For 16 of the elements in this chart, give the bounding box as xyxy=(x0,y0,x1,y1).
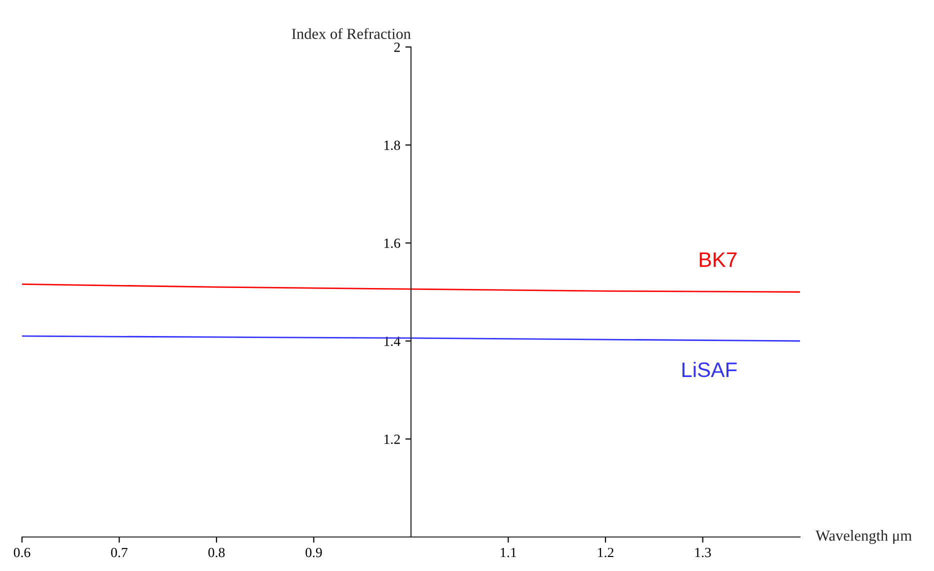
x-axis-title: Wavelength μm xyxy=(816,530,912,544)
x-tick-label: 0.8 xyxy=(208,548,225,558)
x-tick-label: 0.9 xyxy=(306,548,322,558)
series-label: LiSAF xyxy=(682,362,737,378)
x-tick-label: 1.3 xyxy=(695,548,711,558)
series-label: BK7 xyxy=(700,252,736,267)
y-tick-label: 2 xyxy=(394,42,400,52)
x-tick-label: 1.1 xyxy=(500,548,516,558)
x-tick-label: 0.6 xyxy=(14,548,30,558)
y-tick-label: 1.2 xyxy=(384,434,400,444)
line-series xyxy=(22,283,800,293)
x-tick-label: 1.2 xyxy=(598,548,614,558)
y-axis-title: Index of Refraction xyxy=(292,28,411,39)
y-tick-label: 1.8 xyxy=(384,140,400,150)
y-tick-label: 1.6 xyxy=(384,238,400,248)
x-tick-label: 0.7 xyxy=(111,548,128,558)
